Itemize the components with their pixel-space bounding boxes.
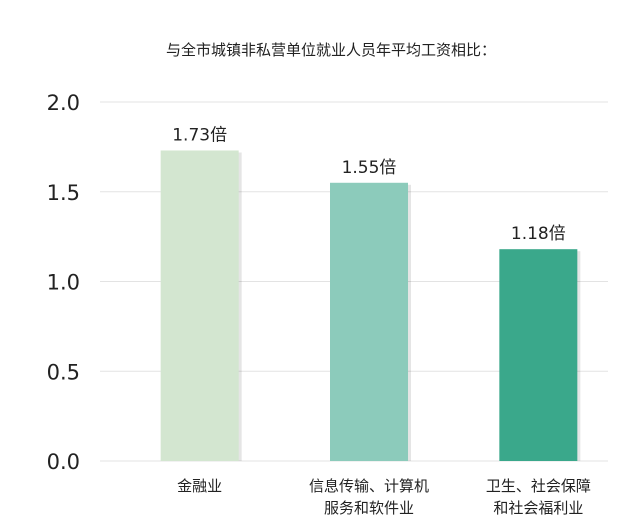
- x-tick-label: 金融业: [177, 477, 222, 495]
- x-tick-label: 信息传输、计算机: [309, 477, 429, 495]
- x-tick-label: 和社会福利业: [493, 499, 583, 517]
- y-tick-label: 1.0: [47, 271, 80, 295]
- data-label: 1.55倍: [342, 158, 397, 178]
- bar-1: [160, 150, 239, 461]
- y-tick-label: 2.0: [47, 91, 80, 115]
- bar-3: [499, 249, 578, 461]
- data-label: 1.73倍: [172, 125, 227, 145]
- x-tick-label: 卫生、社会保障: [486, 477, 591, 495]
- bar-2: [330, 182, 408, 461]
- y-tick-label: 0.0: [47, 450, 80, 474]
- bars: [160, 150, 581, 461]
- data-label: 1.18倍: [511, 224, 566, 244]
- y-axis-ticks: 0.0 0.5 1.0 1.5 2.0: [47, 91, 80, 474]
- chart-title: 与全市城镇非私营单位就业人员年平均工资相比：: [166, 41, 496, 59]
- x-tick-label: 服务和软件业: [324, 499, 414, 517]
- y-tick-label: 1.5: [47, 181, 80, 205]
- y-tick-label: 0.5: [47, 360, 80, 384]
- data-labels: 1.73倍 1.55倍 1.18倍: [172, 125, 566, 244]
